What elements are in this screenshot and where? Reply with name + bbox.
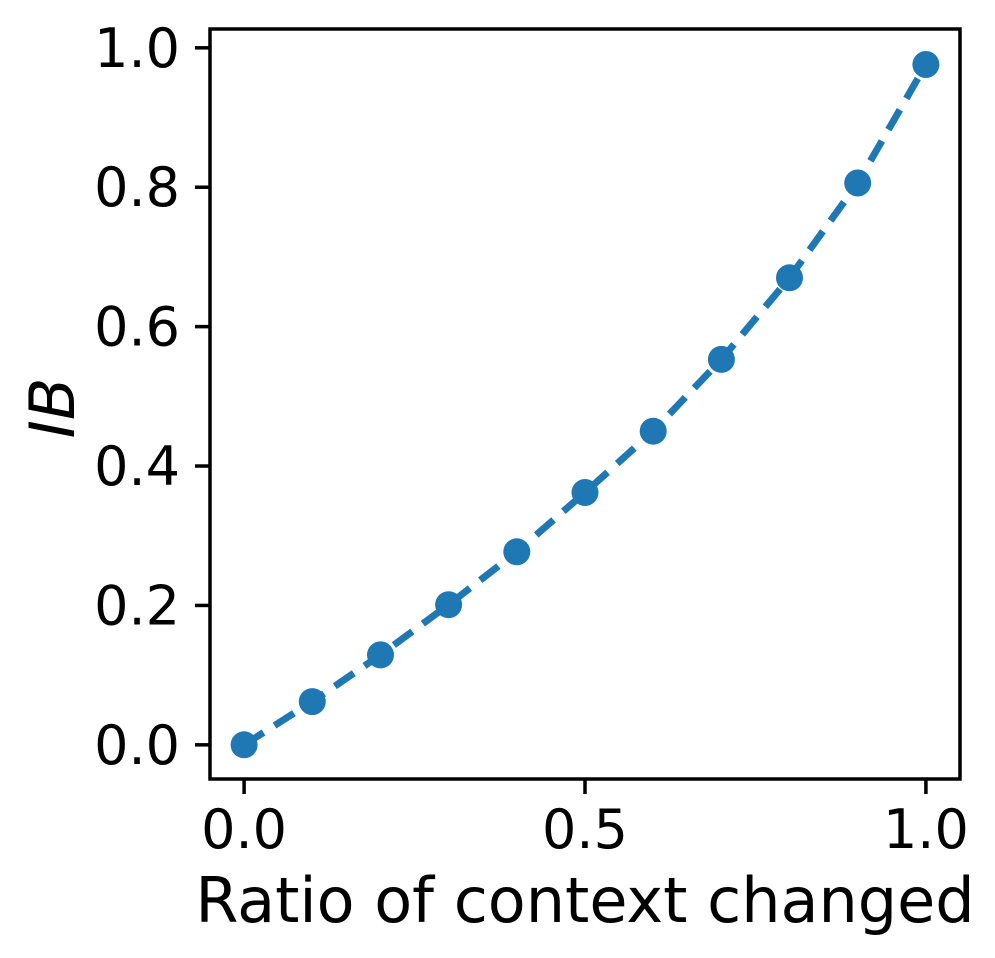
data-point (912, 51, 940, 78)
y-tick-label: 0.2 (94, 574, 180, 637)
x-tick-label: 0.0 (201, 798, 287, 861)
data-point (230, 731, 258, 759)
y-tick-label: 0.0 (94, 714, 180, 777)
plot-area: 0.0 0.5 1.0 0.0 0.2 0.4 0.6 0.8 1.0 (94, 17, 969, 861)
data-point (298, 688, 326, 716)
data-point (844, 169, 872, 197)
data-point (776, 264, 803, 292)
y-tick-label: 0.4 (94, 435, 180, 498)
y-tick-label: 0.8 (94, 156, 180, 219)
data-point (367, 641, 394, 669)
x-tick-label: 1.0 (883, 798, 969, 861)
data-point (435, 591, 463, 619)
x-tick-label: 0.5 (542, 798, 628, 861)
axes-spines (208, 27, 962, 781)
y-axis-label: IB (16, 378, 89, 439)
data-point (707, 345, 735, 373)
y-tick-label: 1.0 (94, 17, 180, 80)
y-tick-label: 0.6 (94, 296, 180, 359)
data-point (571, 479, 599, 506)
x-axis-label: Ratio of context changed (195, 864, 974, 937)
data-point (639, 417, 667, 445)
data-point (503, 538, 531, 566)
series-line (242, 62, 929, 748)
